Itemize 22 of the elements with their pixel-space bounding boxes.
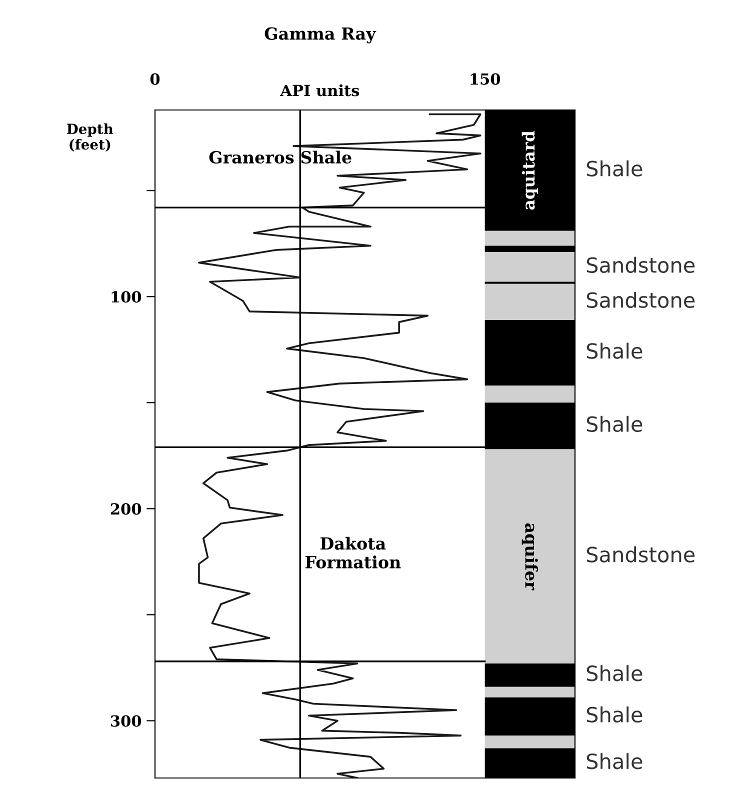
band-label: Shale — [586, 753, 642, 770]
y-tick-label: 100 — [112, 291, 142, 303]
band-label: Shale — [586, 416, 642, 432]
y-tick-label: 200 — [110, 503, 142, 515]
x-axis-title: API units — [280, 84, 360, 96]
band-label: Shale — [586, 160, 642, 176]
line-series — [198, 113, 482, 778]
chart-title: Gamma Ray — [264, 27, 376, 44]
band-label: Shale — [586, 665, 642, 682]
annotation: aquitard — [522, 130, 538, 210]
x-tick-label: 0 — [150, 73, 160, 85]
annotation: Dakota Formation — [305, 536, 401, 568]
band-label: Sandstone — [586, 546, 695, 562]
band-label: Shale — [586, 342, 642, 359]
y-tick-label: 300 — [110, 715, 142, 727]
annotation: aquifer — [522, 523, 538, 590]
band-label: Sandstone — [586, 256, 695, 273]
annotation: Graneros Shale — [209, 150, 352, 164]
band-label: Shale — [586, 706, 642, 723]
band-label: Sandstone — [586, 292, 695, 308]
y-axis-title: Depth (feet) — [67, 123, 114, 152]
x-tick-label: 150 — [470, 73, 500, 85]
